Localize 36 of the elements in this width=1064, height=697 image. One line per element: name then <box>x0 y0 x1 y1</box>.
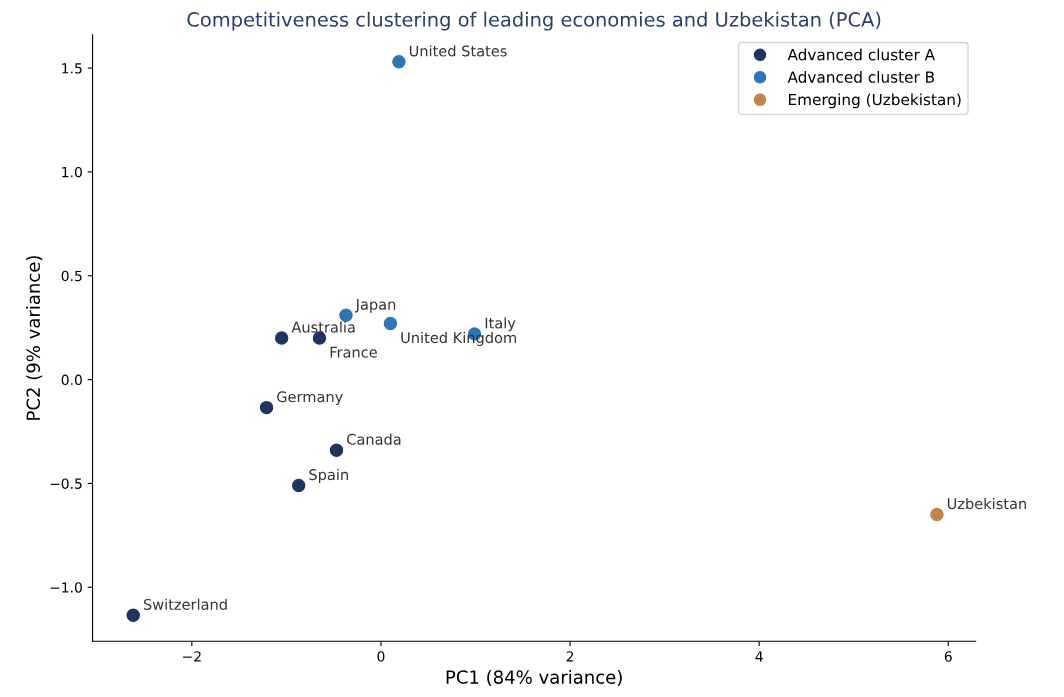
annotation: Uzbekistan <box>947 497 1026 510</box>
annotation: France <box>330 346 377 358</box>
annotation: Canada <box>347 433 401 445</box>
x-tick-label: 2 <box>566 651 574 662</box>
annotation: United States <box>409 45 507 57</box>
chart-title: Competitiveness clustering of leading economies and Uzbekistan (PCA) <box>187 11 881 31</box>
x-tick-label: 6 <box>944 651 952 662</box>
legend-label: Advanced cluster B <box>787 71 935 83</box>
point <box>929 506 945 523</box>
y-tick-label: −0.5 <box>50 478 82 489</box>
annotation: Spain <box>309 468 348 483</box>
point <box>125 607 142 624</box>
annotation: Japan <box>354 299 396 313</box>
x-tick-label: −2 <box>183 651 201 662</box>
legend-label: Emerging (Uzbekistan) <box>789 93 961 109</box>
y-tick-label: 0.0 <box>61 374 82 386</box>
annotation: Switzerland <box>143 598 227 610</box>
point <box>391 54 407 70</box>
point <box>258 399 275 416</box>
y-tick-label: 1.0 <box>62 166 82 178</box>
annotation: Germany <box>277 391 343 406</box>
point <box>273 330 290 346</box>
point <box>328 442 345 459</box>
legend-label: Advanced cluster A <box>787 48 935 61</box>
y-tick-label: 0.5 <box>61 270 82 282</box>
y-tick-label: 1.5 <box>62 63 82 74</box>
x-axis-title: PC1 (84% variance) <box>446 669 622 687</box>
point <box>382 315 399 332</box>
y-tick-label: −1.0 <box>50 582 82 593</box>
y-axis-title: PC2 (9% variance) <box>26 256 43 420</box>
annotation: Australia <box>291 321 355 333</box>
annotation: Italy <box>485 317 516 332</box>
annotation: United Kingdom <box>401 331 516 346</box>
x-tick-label: 0 <box>377 651 385 662</box>
point <box>290 477 307 494</box>
x-tick-label: 4 <box>755 651 763 662</box>
